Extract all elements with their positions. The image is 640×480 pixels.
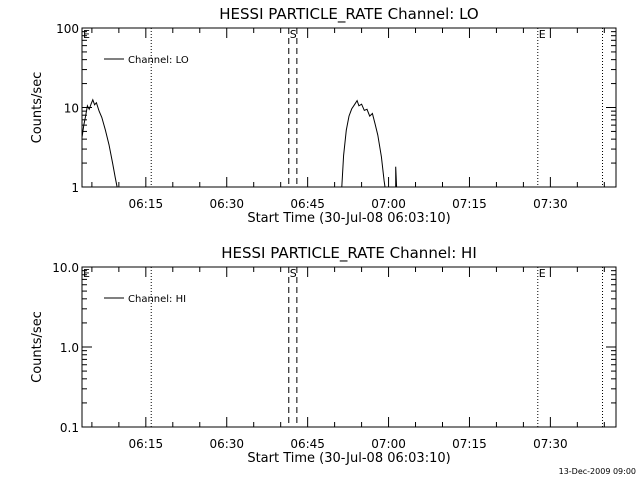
plot-frame (81, 27, 617, 188)
y-tick-label: 10 (64, 102, 79, 116)
y-tick-label: 0.1 (60, 421, 79, 435)
marker-label: E (83, 267, 90, 280)
x-tick-label: 07:30 (533, 437, 568, 451)
x-tick-label: 07:00 (371, 437, 406, 451)
x-tick-label: 07:15 (452, 197, 487, 211)
y-axis-label: Counts/sec (30, 72, 45, 144)
marker-label: E (539, 28, 546, 41)
series-line (81, 98, 118, 188)
timestamp-stamp: 13-Dec-2009 09:00 (558, 467, 636, 476)
chart-title: HESSI PARTICLE_RATE Channel: LO (219, 5, 478, 24)
x-tick-label: 06:45 (290, 437, 325, 451)
x-tick-label: 06:45 (290, 197, 325, 211)
x-tick-label: 07:15 (452, 437, 487, 451)
chart-title: HESSI PARTICLE_RATE Channel: HI (221, 244, 477, 263)
y-tick-label: 100 (56, 22, 79, 36)
marker-label: S (290, 267, 297, 280)
x-axis-label: Start Time (30-Jul-08 06:03:10) (247, 211, 450, 226)
marker-label: E (539, 267, 546, 280)
x-tick-label: 06:30 (209, 197, 244, 211)
panel-2: HESSI PARTICLE_RATE Channel: HI 0.1 1.0 10.… (30, 244, 617, 466)
x-tick-label: 06:15 (129, 437, 164, 451)
series-line (395, 166, 398, 188)
y-tick-label: 1.0 (60, 341, 79, 355)
plot-frame (81, 266, 617, 428)
x-tick-label: 06:15 (129, 197, 164, 211)
x-tick-label: 07:00 (371, 197, 406, 211)
marker-label: E (83, 28, 90, 41)
series-line (341, 99, 386, 188)
y-axis-label: Counts/sec (30, 311, 45, 383)
panel-1: HESSI PARTICLE_RATE Channel: LO 1 10 100 06:… (30, 5, 617, 226)
x-tick-label: 06:30 (209, 437, 244, 451)
y-tick-label: 10.0 (52, 261, 79, 275)
legend-entry: Channel: LO (128, 55, 189, 66)
marker-label: S (290, 28, 297, 41)
legend-entry: Channel: HI (128, 294, 186, 305)
y-tick-label: 1 (71, 181, 79, 195)
x-axis-label: Start Time (30-Jul-08 06:03:10) (247, 451, 450, 466)
x-tick-label: 07:30 (533, 197, 568, 211)
